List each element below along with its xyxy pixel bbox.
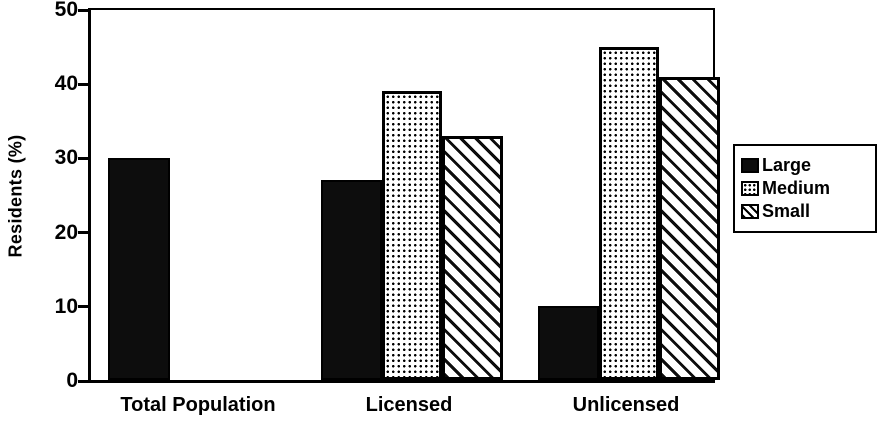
bar-slot bbox=[321, 10, 382, 380]
bar-slot bbox=[232, 10, 294, 380]
bar-group-total-population bbox=[108, 10, 294, 380]
plot-area bbox=[88, 8, 721, 383]
legend-item-small: Small bbox=[741, 201, 869, 222]
bar-small-licensed bbox=[442, 135, 504, 380]
legend-item-medium: Medium bbox=[741, 178, 869, 199]
legend-item-large: Large bbox=[741, 155, 869, 176]
bar-slot bbox=[659, 10, 721, 380]
y-tick-label-30: 30 bbox=[54, 146, 78, 170]
bar-slot bbox=[442, 10, 504, 380]
legend-items: Large Medium Small bbox=[741, 155, 869, 222]
y-tick-mark bbox=[78, 305, 88, 309]
legend-swatch-hatch bbox=[741, 204, 759, 219]
y-tick-mark bbox=[78, 156, 88, 160]
y-tick-mark bbox=[78, 379, 88, 383]
legend-swatch-dots bbox=[741, 181, 759, 196]
y-tick-label-10: 10 bbox=[54, 294, 78, 318]
bar-slot bbox=[381, 10, 443, 380]
bar-slot bbox=[170, 10, 232, 380]
y-tick-mark bbox=[78, 231, 88, 235]
y-tick-label-50: 50 bbox=[54, 0, 78, 21]
x-tick-label-licensed: Licensed bbox=[365, 394, 453, 416]
legend: Large Medium Small bbox=[733, 144, 877, 233]
x-tick-label-unlicensed: Unlicensed bbox=[572, 394, 680, 416]
legend-swatch-solid bbox=[741, 158, 759, 173]
legend-label-large: Large bbox=[762, 155, 812, 175]
bar-small-unlicensed bbox=[659, 76, 721, 380]
x-tick-label-total-population: Total Population bbox=[120, 394, 276, 416]
bar-medium-licensed bbox=[381, 91, 443, 380]
y-axis-title: Residents (%) bbox=[5, 134, 26, 258]
y-tick-label-40: 40 bbox=[54, 72, 78, 96]
y-tick-label-20: 20 bbox=[54, 220, 78, 244]
bar-medium-unlicensed bbox=[598, 47, 660, 380]
legend-label-medium: Medium bbox=[762, 178, 831, 198]
bar-slot bbox=[108, 10, 170, 380]
y-tick-mark bbox=[78, 8, 88, 12]
y-tick-mark bbox=[78, 82, 88, 86]
bar-large-total-population bbox=[108, 158, 170, 380]
bar-slot bbox=[538, 10, 599, 380]
bar-group-unlicensed bbox=[538, 10, 721, 380]
bar-large-unlicensed bbox=[538, 306, 599, 380]
bar-large-licensed bbox=[321, 180, 382, 380]
bar-slot bbox=[598, 10, 660, 380]
legend-label-small: Small bbox=[762, 201, 811, 221]
y-tick-label-0: 0 bbox=[66, 369, 78, 392]
bar-group-licensed bbox=[321, 10, 504, 380]
